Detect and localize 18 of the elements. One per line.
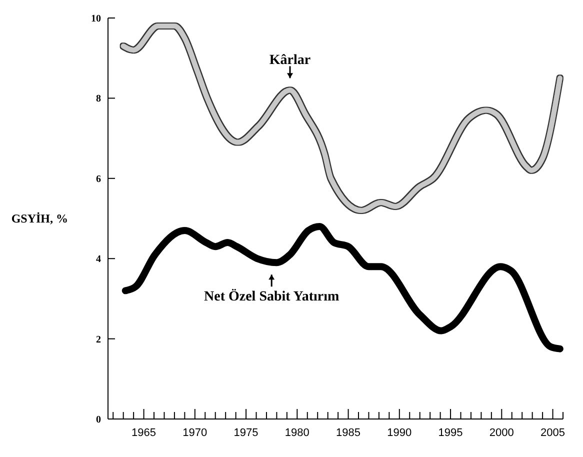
x-tick-label: 1965 — [132, 427, 156, 439]
x-tick-label: 1970 — [182, 427, 208, 439]
x-tick-label: 1975 — [234, 427, 258, 439]
y-tick-label: 2 — [96, 334, 101, 346]
x-tick-label: 1990 — [387, 427, 412, 439]
x-tick-label: 2000 — [489, 427, 514, 439]
x-tick-label: 1985 — [336, 427, 361, 439]
y-axis-title: GSYİH, % — [11, 212, 68, 226]
annotation: Kârlar — [269, 53, 311, 68]
x-tick-label: 2005 — [540, 427, 566, 439]
y-tick-label: 8 — [96, 94, 101, 105]
y-tick-label: 10 — [91, 14, 101, 24]
y-tick-label: 6 — [96, 174, 101, 185]
annotation: Net Özel Sabit Yatırım — [204, 288, 340, 305]
y-tick-label: 0 — [96, 414, 101, 426]
x-tick-label: 1980 — [284, 427, 310, 439]
y-tick-label: 4 — [96, 254, 101, 266]
x-tick-label: 1995 — [438, 427, 463, 439]
